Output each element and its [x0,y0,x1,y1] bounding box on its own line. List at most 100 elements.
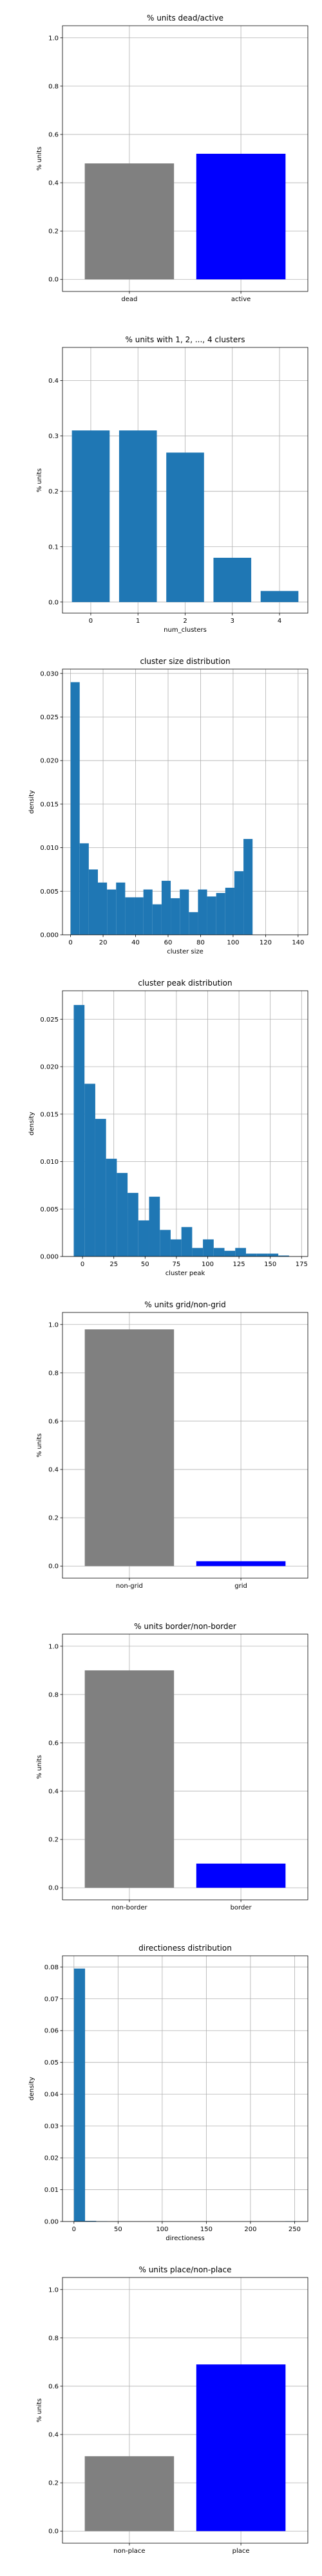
x-tick-label: non-grid [116,1583,143,1590]
histogram-bar [116,882,126,935]
x-tick-label: 50 [141,1261,149,1268]
histogram-bar [143,889,153,935]
histogram-bar [79,843,89,935]
histogram-bar [107,889,117,935]
x-tick-label: 250 [289,2226,301,2233]
y-tick-label: 0.8 [48,83,59,90]
x-tick-label: 100 [227,939,239,946]
x-tick-label: 40 [131,939,140,946]
histogram-bar [106,1159,117,1256]
bar [196,2364,286,2532]
x-tick-label: 150 [200,2226,213,2233]
histogram-bar [256,1253,268,1256]
bar [196,1863,286,1888]
y-tick-label: 0.2 [48,1515,59,1522]
histogram-bar [170,1239,182,1256]
y-tick-label: 0.8 [48,2335,59,2342]
histogram-bar [161,881,171,935]
y-tick-label: 0.6 [48,2383,59,2390]
histogram-bar [85,2221,97,2222]
x-tick-label: 120 [260,939,272,946]
histogram-bar [88,869,99,935]
y-axis-label: density [28,2077,35,2101]
x-tick-label: 0 [68,939,72,946]
y-tick-label: 0.08 [44,1964,59,1971]
histogram-bar [207,896,216,935]
bar [196,1561,286,1567]
x-tick-label: 0 [80,1261,84,1268]
histogram-bar [84,1083,95,1256]
chart-title: % units dead/active [147,14,223,23]
chart-panel-8: 0.0 0.2 0.4 0.6 0.8 1.0 non-place place % units … [36,2265,308,2555]
x-tick-label: 20 [99,939,108,946]
x-tick-label: grid [234,1583,247,1590]
histogram-bar [180,889,189,935]
x-tick-label: 100 [156,2226,168,2233]
histogram-bar [70,682,80,935]
y-tick-label: 1.0 [48,2286,59,2294]
histogram-bar [245,1253,257,1256]
histogram-bar [189,912,198,935]
x-tick-label: non-place [113,2548,145,2555]
y-tick-label: 0.3 [48,433,59,440]
y-tick-label: 0.0 [48,1563,59,1570]
y-axis-label: % units [36,468,43,492]
histogram-bar [225,887,234,935]
y-axis-label: density [28,790,35,814]
y-axis-label: % units [36,1755,43,1779]
histogram-bar [134,897,144,935]
y-tick-label: 1.0 [48,1321,59,1329]
bar [213,557,252,602]
y-tick-label: 0.2 [48,228,59,235]
x-tick-label: 3 [231,618,234,625]
x-tick-label: 25 [109,1261,118,1268]
y-tick-label: 0.06 [44,2028,59,2035]
x-axis-label: cluster size [167,948,204,955]
bar [84,2456,175,2532]
y-tick-label: 0.000 [40,932,59,939]
x-tick-label: non-border [111,1904,147,1911]
chart-panel-1: 0.0 0.2 0.4 0.6 0.8 1.0 dead active % units dead… [36,14,308,303]
chart-panel-4: 0.000 0.005 0.010 0.015 0.020 0.025 0 25 50 75 100… [28,979,308,1277]
y-tick-label: 0.07 [44,1996,59,2003]
x-tick-label: 4 [278,618,281,625]
histogram-bar [267,1253,279,1256]
y-axis-label: density [28,1112,35,1136]
chart-panel-6: 0.0 0.2 0.4 0.6 0.8 1.0 non-border border % unit… [36,1622,308,1911]
y-tick-label: 0.6 [48,131,59,138]
x-tick-label: 125 [233,1261,245,1268]
axes-frame [62,1955,308,2222]
x-tick-label: 0 [89,618,93,625]
chart-title: % units with 1, 2, ..., 4 clusters [126,335,245,344]
histogram-bar [117,1173,128,1256]
x-axis-label: directioness [166,2235,204,2242]
x-tick-label: 175 [296,1261,308,1268]
y-axis-label: % units [36,147,43,170]
histogram-bar [160,1229,171,1256]
x-tick-label: border [231,1904,252,1911]
y-tick-label: 0.015 [40,1111,59,1118]
x-tick-label: 75 [173,1261,181,1268]
y-tick-label: 0.010 [40,845,59,852]
y-tick-label: 0.2 [48,488,59,495]
y-tick-label: 0.4 [48,1789,59,1796]
x-tick-label: 200 [244,2226,256,2233]
bar [196,153,286,280]
chart-title: cluster peak distribution [138,979,232,988]
x-tick-label: active [231,296,251,303]
bar [84,163,175,280]
y-tick-label: 1.0 [48,35,59,42]
axes-frame [62,25,308,292]
y-tick-label: 0.02 [44,2155,59,2162]
y-tick-label: 0.020 [40,758,59,765]
y-tick-label: 0.6 [48,1740,59,1747]
bar [166,452,204,602]
y-tick-label: 0.04 [44,2092,59,2099]
histogram-bar [138,1220,149,1256]
axes-frame [62,1633,308,1900]
y-tick-label: 0.4 [48,378,59,385]
y-axis-label: % units [36,1433,43,1457]
x-tick-label: place [232,2548,250,2555]
histogram-bar [171,898,180,935]
